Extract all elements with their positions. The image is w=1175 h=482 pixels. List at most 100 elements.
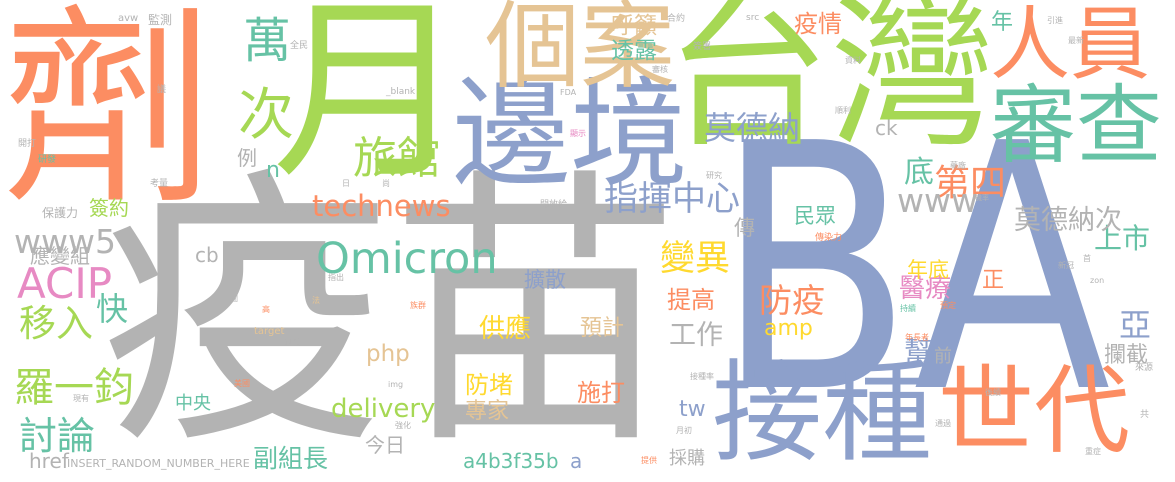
- cloud-word: 藥廠: [950, 161, 966, 170]
- cloud-word: 世代: [938, 355, 1130, 467]
- cloud-word: www: [897, 181, 978, 220]
- cloud-word: avw: [118, 13, 139, 24]
- cloud-word: 副組長: [253, 444, 329, 473]
- cloud-word: 最新: [1068, 36, 1084, 45]
- cloud-word: 後續: [985, 388, 1001, 397]
- cloud-word: 日: [342, 179, 350, 188]
- cloud-word: 開打: [18, 139, 37, 149]
- cloud-word: n: [266, 158, 280, 183]
- cloud-word: 尚: [382, 179, 390, 188]
- cloud-word: 資料: [845, 56, 861, 65]
- cloud-word: technews: [312, 189, 451, 223]
- cloud-word: Omicron: [316, 234, 498, 284]
- cloud-word: BA: [715, 72, 1111, 468]
- cloud-word: a4b3f35b: [463, 449, 559, 473]
- cloud-word: 防疫: [759, 281, 825, 320]
- cloud-word: INSERT_RANDOM_NUMBER_HERE: [67, 457, 250, 470]
- cloud-word: 顯示: [570, 129, 586, 138]
- cloud-word: 年: [991, 10, 1014, 35]
- cloud-word: 簽署: [693, 42, 712, 52]
- cloud-word: 人員: [990, 0, 1150, 91]
- cloud-word: 指出: [328, 273, 344, 282]
- cloud-word: 工作: [669, 320, 723, 351]
- cloud-word: 首: [1083, 254, 1091, 263]
- cloud-word: 來源: [1135, 363, 1154, 373]
- cloud-word: 旅館: [353, 133, 441, 184]
- cloud-word: target: [254, 326, 285, 337]
- cloud-word: 議: [157, 85, 167, 95]
- cloud-word: 底: [904, 155, 934, 190]
- cloud-word: 劑: [2, 0, 214, 233]
- cloud-word: 供應: [479, 314, 532, 344]
- cloud-word: 引進: [1047, 16, 1063, 25]
- cloud-word: 萬: [243, 13, 292, 69]
- cloud-word: 攔截: [1104, 343, 1149, 368]
- cloud-word: 邊境: [452, 65, 689, 203]
- cloud-word: tw: [679, 397, 706, 422]
- cloud-word: 接種: [712, 349, 932, 477]
- cloud-word: src: [746, 13, 760, 23]
- cloud-word: 移入: [19, 302, 93, 345]
- cloud-word: 台灣: [665, 0, 995, 170]
- cloud-word: 醫療: [899, 274, 952, 304]
- cloud-word: 擴散: [524, 268, 566, 292]
- cloud-word: 預計: [580, 316, 625, 341]
- cloud-word: 新冠: [1058, 261, 1074, 270]
- cloud-word: 全民: [290, 41, 309, 51]
- cloud-word: 年長者: [905, 333, 929, 342]
- cloud-word: a: [570, 449, 583, 473]
- cloud-word: 傳: [734, 216, 755, 240]
- cloud-word: 順利: [835, 106, 851, 115]
- cloud-word: 月初: [676, 426, 692, 435]
- cloud-word: ACIP: [17, 259, 113, 308]
- cloud-word: 持續: [900, 304, 916, 313]
- cloud-word: 強化: [395, 421, 411, 430]
- cloud-word: 合約: [667, 14, 686, 24]
- cloud-word: 次: [238, 83, 294, 148]
- cloud-word: php: [366, 341, 410, 367]
- cloud-word: 羅一鈞: [14, 365, 134, 411]
- cloud-word: ck: [875, 116, 898, 140]
- cloud-word: 莫德納次: [1014, 205, 1122, 236]
- cloud-word: amp: [764, 316, 813, 341]
- cloud-word: 高: [262, 305, 270, 314]
- cloud-word: 幫: [904, 335, 933, 368]
- cloud-word: 指揮中心: [604, 179, 740, 219]
- cloud-word: 共有: [284, 204, 300, 213]
- cloud-word: 監測: [148, 13, 173, 27]
- cloud-word: delivery: [331, 394, 436, 424]
- cloud-word: 審核: [652, 65, 668, 74]
- cloud-word: 專家: [465, 399, 510, 424]
- cloud-word: 到貨: [284, 338, 300, 347]
- cloud-word: 共: [1140, 410, 1150, 420]
- cloud-word: 美國: [234, 379, 250, 388]
- cloud-word: 現有: [73, 394, 89, 403]
- cloud-word: 年底: [907, 258, 949, 282]
- cloud-word: 莫德納: [704, 109, 801, 147]
- cloud-word: zon: [1090, 276, 1105, 285]
- cloud-word: 應變組: [30, 244, 90, 268]
- cloud-word: cb: [195, 243, 219, 267]
- cloud-word: 中央: [175, 393, 211, 414]
- cloud-word: 例: [237, 146, 257, 170]
- cloud-word: 圖: [230, 294, 238, 303]
- cloud-word: 考量: [150, 179, 169, 189]
- cloud-word: 亞: [1119, 306, 1152, 344]
- cloud-word: FDA: [560, 88, 577, 97]
- cloud-word: 第四: [934, 163, 1007, 204]
- cloud-word: 疫苗: [100, 146, 680, 482]
- cloud-word: 快: [96, 290, 129, 328]
- cloud-word: 討論: [19, 414, 96, 458]
- cloud-word: 簽約: [89, 196, 129, 220]
- cloud-word: 通過: [935, 419, 951, 428]
- cloud-word: 提高: [667, 286, 715, 314]
- cloud-word: 採購: [669, 448, 705, 469]
- cloud-word: 法: [312, 296, 320, 305]
- cloud-word: 施打: [577, 379, 625, 407]
- cloud-word: 今日: [365, 433, 405, 457]
- cloud-word: 月: [272, 0, 467, 205]
- cloud-word: href: [29, 449, 69, 473]
- cloud-word: 正: [982, 268, 1005, 293]
- cloud-word: 傳染力: [815, 233, 843, 243]
